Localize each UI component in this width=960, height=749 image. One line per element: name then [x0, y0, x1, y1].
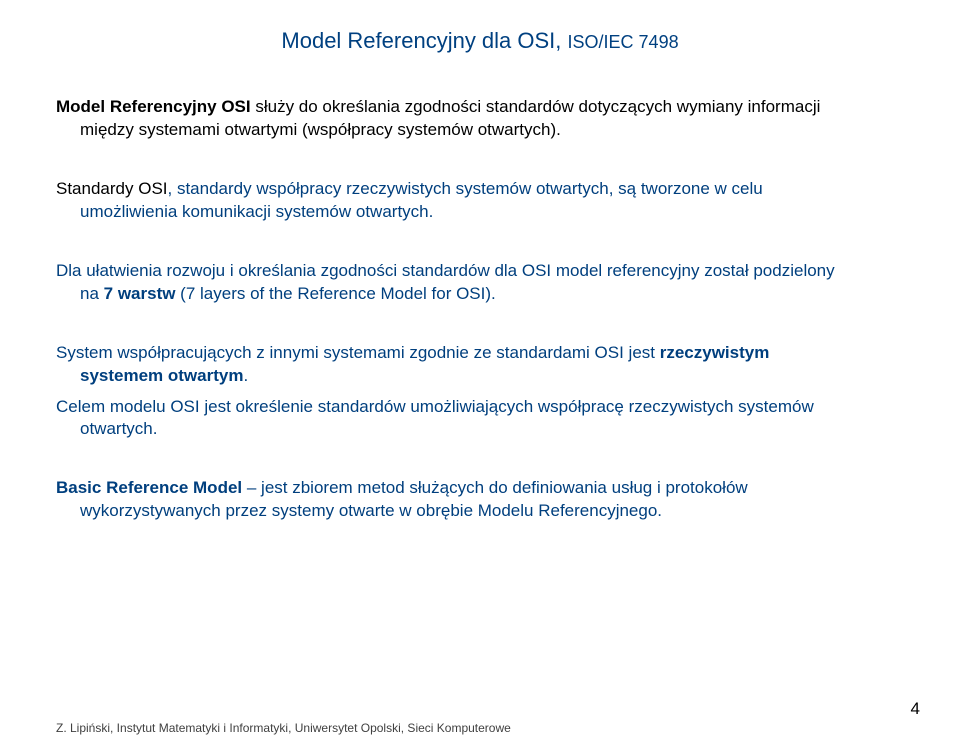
slide-page: Model Referencyjny dla OSI, ISO/IEC 7498…	[0, 0, 960, 749]
paragraph-6: Basic Reference Model – jest zbiorem met…	[56, 477, 904, 523]
slide-title: Model Referencyjny dla OSI, ISO/IEC 7498	[56, 28, 904, 54]
para3-line2a: na	[80, 284, 104, 303]
para2-lead: Standardy OSI	[56, 179, 168, 198]
para3-line2b: (7 layers of the Reference Model for OSI…	[175, 284, 495, 303]
para5-line2: otwartych.	[56, 419, 157, 438]
para2-rest: , standardy współpracy rzeczywistych sys…	[168, 179, 763, 198]
paragraph-2: Standardy OSI, standardy współpracy rzec…	[56, 178, 904, 224]
paragraph-1: Model Referencyjny OSI służy do określan…	[56, 96, 904, 142]
para2-line2: umożliwienia komunikacji systemów otwart…	[56, 202, 433, 221]
para4-line1-bold: rzeczywistym	[660, 343, 770, 362]
para3-line2-wrap: na 7 warstw (7 layers of the Reference M…	[56, 284, 496, 303]
footer-text: Z. Lipiński, Instytut Matematyki i Infor…	[56, 721, 511, 735]
para1-line2: między systemami otwartymi (współpracy s…	[56, 120, 561, 139]
para1-lead: Model Referencyjny OSI	[56, 97, 251, 116]
para6-line2: wykorzystywanych przez systemy otwarte w…	[56, 501, 662, 520]
para4-line2-wrap: systemem otwartym.	[56, 366, 248, 385]
title-main: Model Referencyjny dla OSI,	[281, 28, 567, 53]
para5-line1: Celem modelu OSI jest określenie standar…	[56, 397, 814, 416]
para4-line2b: .	[243, 366, 248, 385]
title-standard-ref: ISO/IEC 7498	[568, 32, 679, 52]
paragraph-4: System współpracujących z innymi systema…	[56, 342, 904, 388]
para6-rest: – jest zbiorem metod służących do defini…	[242, 478, 748, 497]
para6-lead: Basic Reference Model	[56, 478, 242, 497]
paragraph-3: Dla ułatwienia rozwoju i określania zgod…	[56, 260, 904, 306]
para3-line1: Dla ułatwienia rozwoju i określania zgod…	[56, 261, 835, 280]
page-number: 4	[911, 699, 920, 719]
para3-line2-bold: 7 warstw	[104, 284, 176, 303]
paragraph-5: Celem modelu OSI jest określenie standar…	[56, 396, 904, 442]
para4-line1a: System współpracujących z innymi systema…	[56, 343, 660, 362]
para1-rest: służy do określania zgodności standardów…	[251, 97, 821, 116]
para4-line2-bold: systemem otwartym	[80, 366, 243, 385]
